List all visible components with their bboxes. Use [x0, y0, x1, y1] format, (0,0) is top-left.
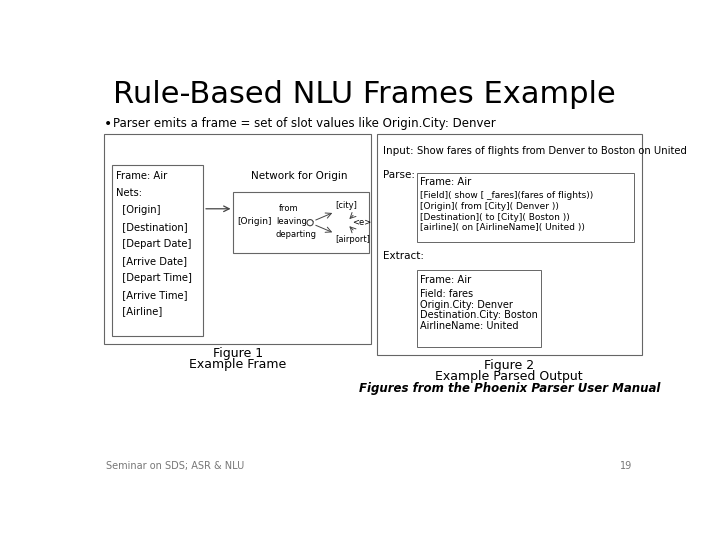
FancyBboxPatch shape: [104, 134, 372, 343]
FancyBboxPatch shape: [233, 192, 369, 253]
Text: leaving→: leaving→: [276, 218, 314, 226]
Circle shape: [307, 220, 313, 226]
Text: [airline]( on [AirlineName]( United )): [airline]( on [AirlineName]( United )): [420, 224, 585, 232]
Text: Extract:: Extract:: [383, 251, 424, 261]
Text: [Origin]( from [City]( Denver )): [Origin]( from [City]( Denver )): [420, 202, 559, 211]
Text: Example Frame: Example Frame: [189, 358, 287, 371]
Text: Network for Origin: Network for Origin: [251, 171, 348, 181]
Text: [Field]( show [ _fares](fares of flights)): [Field]( show [ _fares](fares of flights…: [420, 191, 593, 200]
Text: [Destination]( to [City]( Boston )): [Destination]( to [City]( Boston )): [420, 213, 570, 221]
Text: Show fares of flights from Denver to Boston on United: Show fares of flights from Denver to Bos…: [417, 146, 687, 157]
Text: 19: 19: [620, 461, 632, 471]
Text: Example Parsed Output: Example Parsed Output: [436, 370, 583, 383]
Text: [Origin]: [Origin]: [116, 205, 160, 215]
Text: [Airline]: [Airline]: [116, 307, 162, 316]
Text: Destination.City: Boston: Destination.City: Boston: [420, 310, 538, 320]
Text: from: from: [279, 205, 299, 213]
Text: [Depart Time]: [Depart Time]: [116, 273, 192, 283]
FancyBboxPatch shape: [417, 271, 541, 347]
Text: [Destination]: [Destination]: [116, 222, 187, 232]
Text: [city]: [city]: [335, 201, 357, 211]
Text: Frame: Air: Frame: Air: [116, 171, 167, 181]
Text: AirlineName: United: AirlineName: United: [420, 321, 518, 331]
Text: •: •: [104, 117, 112, 131]
Text: Nets:: Nets:: [116, 188, 142, 198]
Text: <e>: <e>: [352, 218, 372, 227]
Text: Frame: Air: Frame: Air: [420, 275, 472, 285]
FancyBboxPatch shape: [112, 165, 203, 336]
Text: [Depart Date]: [Depart Date]: [116, 239, 191, 249]
Text: Figure 2: Figure 2: [485, 359, 534, 372]
Text: Parser emits a frame = set of slot values like Origin.City: Denver: Parser emits a frame = set of slot value…: [113, 117, 496, 130]
Text: Seminar on SDS; ASR & NLU: Seminar on SDS; ASR & NLU: [106, 461, 244, 471]
Text: Origin.City: Denver: Origin.City: Denver: [420, 300, 513, 309]
Text: Figures from the Phoenix Parser User Manual: Figures from the Phoenix Parser User Man…: [359, 382, 660, 395]
Text: [Arrive Date]: [Arrive Date]: [116, 256, 186, 266]
Text: Figure 1: Figure 1: [212, 347, 263, 360]
Text: Parse:: Parse:: [383, 170, 415, 179]
Text: Frame: Air: Frame: Air: [420, 177, 472, 187]
Text: [Arrive Time]: [Arrive Time]: [116, 289, 187, 300]
Text: [airport]: [airport]: [335, 235, 370, 244]
Text: departing: departing: [276, 231, 317, 239]
FancyBboxPatch shape: [377, 134, 642, 355]
Text: [Origin]: [Origin]: [238, 217, 271, 226]
Text: Field: fares: Field: fares: [420, 289, 473, 299]
Text: Input:: Input:: [383, 146, 413, 157]
Text: Rule-Based NLU Frames Example: Rule-Based NLU Frames Example: [113, 80, 616, 109]
FancyBboxPatch shape: [417, 173, 634, 242]
